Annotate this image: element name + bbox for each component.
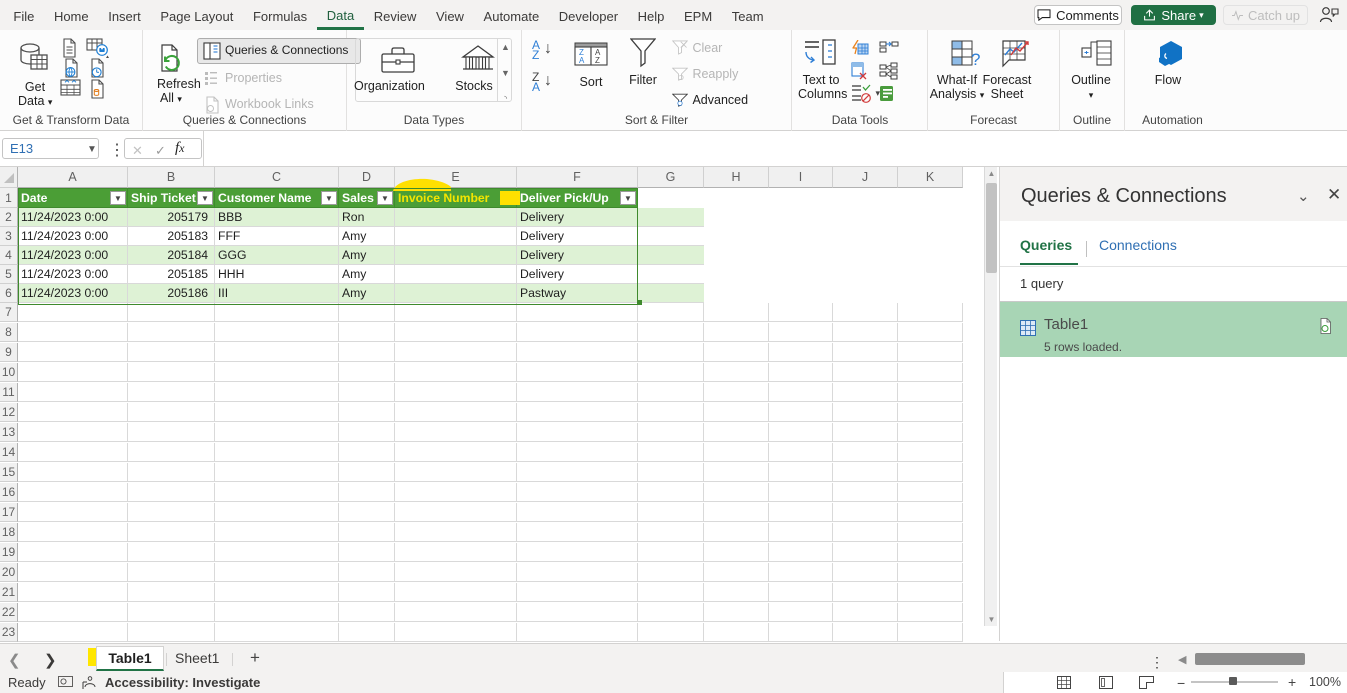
svg-text:Z: Z — [595, 56, 600, 65]
svg-text:?: ? — [971, 50, 980, 68]
svg-text:A: A — [579, 56, 585, 65]
